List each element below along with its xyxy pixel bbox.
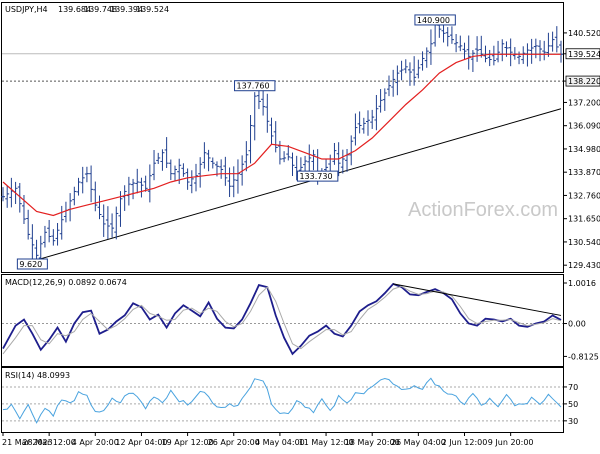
price-annotation-box [414,14,456,26]
price-y-tick-label: 134.980 [568,145,600,154]
price-trendline [32,108,562,262]
x-axis-label: 11 May 12:00 [299,438,354,447]
macd-y-tick-label: 0.00 [568,320,586,329]
price-y-tick-label: 133.870 [568,168,600,177]
price-y-tick-label: 137.200 [568,98,600,107]
price-badge [565,75,600,87]
ohlc-open: 139.684 [58,5,91,14]
x-axis-label: 19 Apr 12:00 [162,438,214,447]
x-axis-label: 26 May 04:00 [391,438,446,447]
price-annotation-label: 9.620 [19,260,42,269]
axis-layer: 140.520 139.524 138.220 137.200 136.090 134.9… [2,29,600,447]
price-y-tick-label: 136.090 [568,122,600,131]
macd-layer [2,282,563,356]
macd-y-tick-label: -0.8125 [568,352,599,361]
macd-pane-frame [1,274,564,367]
price-layer: 140.900 137.760 133.730 9.620 [1,14,563,270]
x-axis-label: 26 Apr 20:00 [208,438,260,447]
watermark: ActionForex.com [408,199,558,221]
price-y-tick-label: 130.540 [568,238,600,247]
price-badge-label: 139.524 [568,50,600,59]
x-axis-label: 12 Apr 04:00 [115,438,167,447]
rsi-title: RSI(14) 48.0993 [5,371,70,380]
x-axis-label: 21 Mar 2023 [2,438,53,447]
rsi-line [2,377,562,424]
price-y-tick-label: 132.760 [568,191,600,200]
price-annotation-label: 133.730 [299,172,332,181]
moving-average-line [2,53,561,217]
rsi-y-tick-label: 70 [568,383,578,392]
rsi-pane-frame [1,367,564,433]
price-annotation-label: 140.900 [417,16,450,25]
price-pane-frame [1,2,564,273]
price-y-tick-label: 131.650 [568,215,600,224]
x-axis-label: 4 May 04:00 [255,438,305,447]
x-axis-label: 18 May 20:00 [345,438,400,447]
price-badge [565,48,600,60]
macd-macd-line [2,282,562,356]
rsi-y-tick-label: 50 [568,400,578,409]
rsi-y-tick-label: 30 [568,417,578,426]
x-axis-label: 9 Jun 20:00 [488,438,534,447]
price-annotation-box [234,80,276,92]
x-axis-label: 2 Jun 12:00 [442,438,488,447]
price-annotation-box [296,170,339,182]
price-y-tick-label: 140.520 [568,29,600,38]
price-y-tick-label: 129.430 [568,261,600,270]
price-annotation-label: 137.760 [237,82,270,91]
ohlc-high: 139.748 [84,5,117,14]
ohlc-low: 139.394 [110,5,143,14]
macd-title: MACD(12,26,9) 0.0892 0.0674 [5,278,127,287]
price-title: USDJPY,H4 [5,5,48,14]
macd-y-tick-label: 1.0016 [568,279,596,288]
x-axis-label: 4 Apr 20:00 [72,438,119,447]
price-annotation-box [16,258,48,270]
x-axis-label: 28 Mar 12:00 [22,438,75,447]
macd-signal-line [2,285,562,355]
rsi-layer [2,377,563,424]
ohlc-close: 139.524 [136,5,169,14]
macd-trendline [393,283,562,316]
price-badge-label: 138.220 [568,77,600,86]
